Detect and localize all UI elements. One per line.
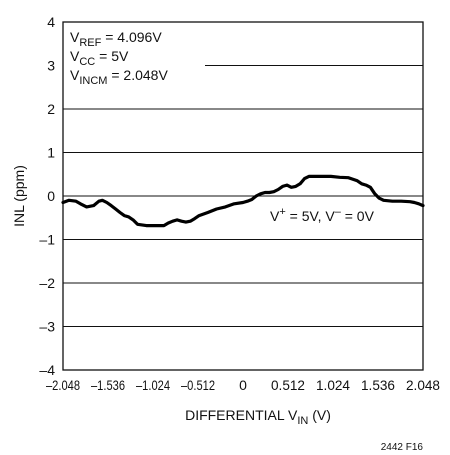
y-tick-label: –2 <box>39 275 55 291</box>
x-tick-label: 1.024 <box>316 377 350 393</box>
y-tick-label: 3 <box>47 58 55 74</box>
y-tick-label: –1 <box>39 232 55 248</box>
x-tick-labels: –2.048 –1.536 –1.024 –0.512 0 0.512 1.024 1.536… <box>46 377 440 393</box>
condition-vcc: VCC = 5V <box>70 48 129 68</box>
condition-vref: VREF = 4.096V <box>70 29 162 49</box>
x-axis-title: DIFFERENTIAL VIN (V) <box>185 407 331 427</box>
gridlines <box>63 65 423 327</box>
condition-vincm: VINCM = 2.048V <box>70 67 168 87</box>
y-tick-label: 1 <box>47 145 55 161</box>
x-tick-label: 2.048 <box>406 377 440 393</box>
x-tick-label: –1.024 <box>136 377 170 393</box>
figure-id: 2442 F16 <box>381 442 424 453</box>
x-tick-label: –1.536 <box>91 377 125 393</box>
y-tick-label: –3 <box>39 319 55 335</box>
x-tick-label: 0 <box>239 377 247 393</box>
conditions-annotation: VREF = 4.096V VCC = 5V VINCM = 2.048V <box>70 29 168 87</box>
x-tick-label: 0.512 <box>271 377 305 393</box>
supply-annotation: V+ = 5V, V– = 0V <box>270 206 375 224</box>
y-tick-label: 0 <box>47 188 55 204</box>
y-tick-label: 4 <box>47 14 55 30</box>
x-tick-label: –2.048 <box>46 377 80 393</box>
inl-curve-line <box>61 174 425 228</box>
x-tick-label: 1.536 <box>361 377 395 393</box>
y-tick-label: 2 <box>47 101 55 117</box>
y-axis-title: INL (ppm) <box>11 165 27 227</box>
y-tick-label: –4 <box>39 362 55 378</box>
x-tick-label: –0.512 <box>181 377 215 393</box>
y-tick-labels: 4 3 2 1 0 –1 –2 –3 –4 <box>39 14 55 378</box>
